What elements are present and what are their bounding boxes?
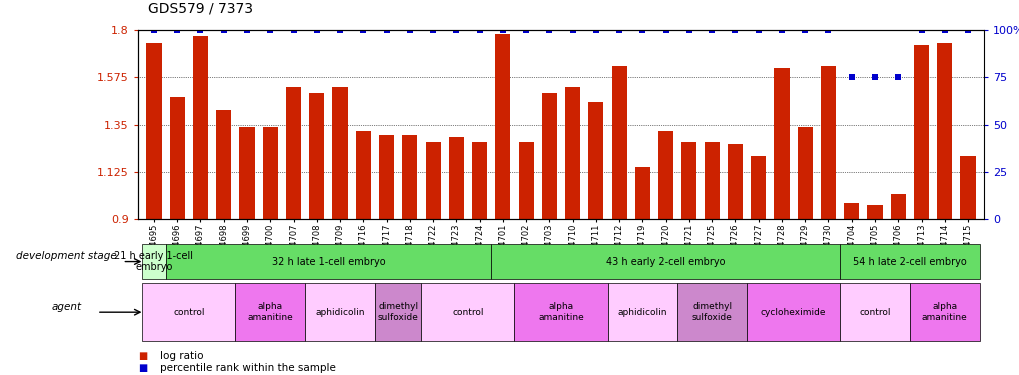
Bar: [285, 87, 301, 219]
Bar: [169, 98, 184, 219]
Text: GDS579 / 7373: GDS579 / 7373: [148, 1, 253, 15]
Point: [447, 27, 464, 33]
Point: [796, 27, 812, 33]
Point: [912, 27, 928, 33]
Point: [680, 27, 696, 33]
Text: log ratio: log ratio: [160, 351, 204, 361]
Point: [750, 27, 766, 33]
Text: ■: ■: [138, 351, 147, 361]
Bar: [425, 141, 440, 219]
Bar: [750, 156, 765, 219]
Point: [471, 27, 487, 33]
Bar: [401, 135, 417, 219]
Bar: [890, 194, 905, 219]
Text: control: control: [451, 308, 483, 316]
Point: [262, 27, 278, 33]
Text: 32 h late 1-cell embryo: 32 h late 1-cell embryo: [271, 256, 385, 267]
Bar: [379, 135, 393, 219]
Text: cycloheximide: cycloheximide: [760, 308, 825, 316]
Point: [819, 27, 836, 33]
Bar: [541, 93, 556, 219]
Text: dimethyl
sulfoxide: dimethyl sulfoxide: [377, 303, 418, 322]
Bar: [448, 137, 464, 219]
Point: [355, 27, 371, 33]
Bar: [309, 93, 324, 219]
Text: alpha
amanitine: alpha amanitine: [921, 303, 967, 322]
Point: [564, 27, 580, 33]
Point: [634, 27, 650, 33]
Bar: [704, 141, 719, 219]
Bar: [216, 110, 231, 219]
Bar: [936, 43, 952, 219]
Point: [610, 27, 627, 33]
Point: [215, 27, 231, 33]
Point: [890, 74, 906, 80]
Bar: [657, 131, 673, 219]
Bar: [681, 141, 696, 219]
Text: dimethyl
sulfoxide: dimethyl sulfoxide: [691, 303, 732, 322]
Text: 43 h early 2-cell embryo: 43 h early 2-cell embryo: [605, 256, 725, 267]
Point: [703, 27, 719, 33]
Point: [518, 27, 534, 33]
Point: [169, 27, 185, 33]
Text: aphidicolin: aphidicolin: [618, 308, 666, 316]
Bar: [356, 131, 371, 219]
Bar: [495, 34, 510, 219]
Bar: [263, 127, 277, 219]
Point: [959, 27, 975, 33]
Text: 54 h late 2-cell embryo: 54 h late 2-cell embryo: [852, 256, 966, 267]
Text: agent: agent: [51, 302, 82, 312]
Point: [843, 74, 859, 80]
Point: [541, 27, 557, 33]
Bar: [518, 141, 533, 219]
Text: control: control: [858, 308, 890, 316]
Bar: [239, 127, 255, 219]
Point: [146, 27, 162, 33]
Bar: [588, 102, 603, 219]
Text: aphidicolin: aphidicolin: [315, 308, 365, 316]
Bar: [193, 36, 208, 219]
Bar: [866, 205, 881, 219]
Point: [935, 27, 952, 33]
Point: [378, 27, 394, 33]
Point: [401, 27, 418, 33]
Bar: [844, 202, 858, 219]
Bar: [472, 141, 487, 219]
Bar: [960, 156, 974, 219]
Point: [657, 27, 674, 33]
Bar: [332, 87, 347, 219]
Point: [309, 27, 325, 33]
Text: ■: ■: [138, 363, 147, 373]
Text: control: control: [173, 308, 205, 316]
Bar: [820, 66, 836, 219]
Bar: [913, 45, 928, 219]
Bar: [728, 144, 742, 219]
Bar: [147, 43, 161, 219]
Bar: [634, 167, 649, 219]
Point: [331, 27, 347, 33]
Text: alpha
amanitine: alpha amanitine: [248, 303, 292, 322]
Point: [727, 27, 743, 33]
Point: [193, 27, 209, 33]
Point: [494, 27, 511, 33]
Text: alpha
amanitine: alpha amanitine: [538, 303, 583, 322]
Bar: [611, 66, 626, 219]
Point: [425, 27, 441, 33]
Point: [866, 74, 882, 80]
Point: [773, 27, 790, 33]
Text: 21 h early 1-cell
embryo: 21 h early 1-cell embryo: [114, 251, 194, 272]
Point: [587, 27, 603, 33]
Bar: [773, 68, 789, 219]
Text: percentile rank within the sample: percentile rank within the sample: [160, 363, 335, 373]
Bar: [565, 87, 580, 219]
Bar: [797, 127, 812, 219]
Point: [285, 27, 302, 33]
Point: [238, 27, 255, 33]
Text: development stage: development stage: [16, 251, 116, 261]
